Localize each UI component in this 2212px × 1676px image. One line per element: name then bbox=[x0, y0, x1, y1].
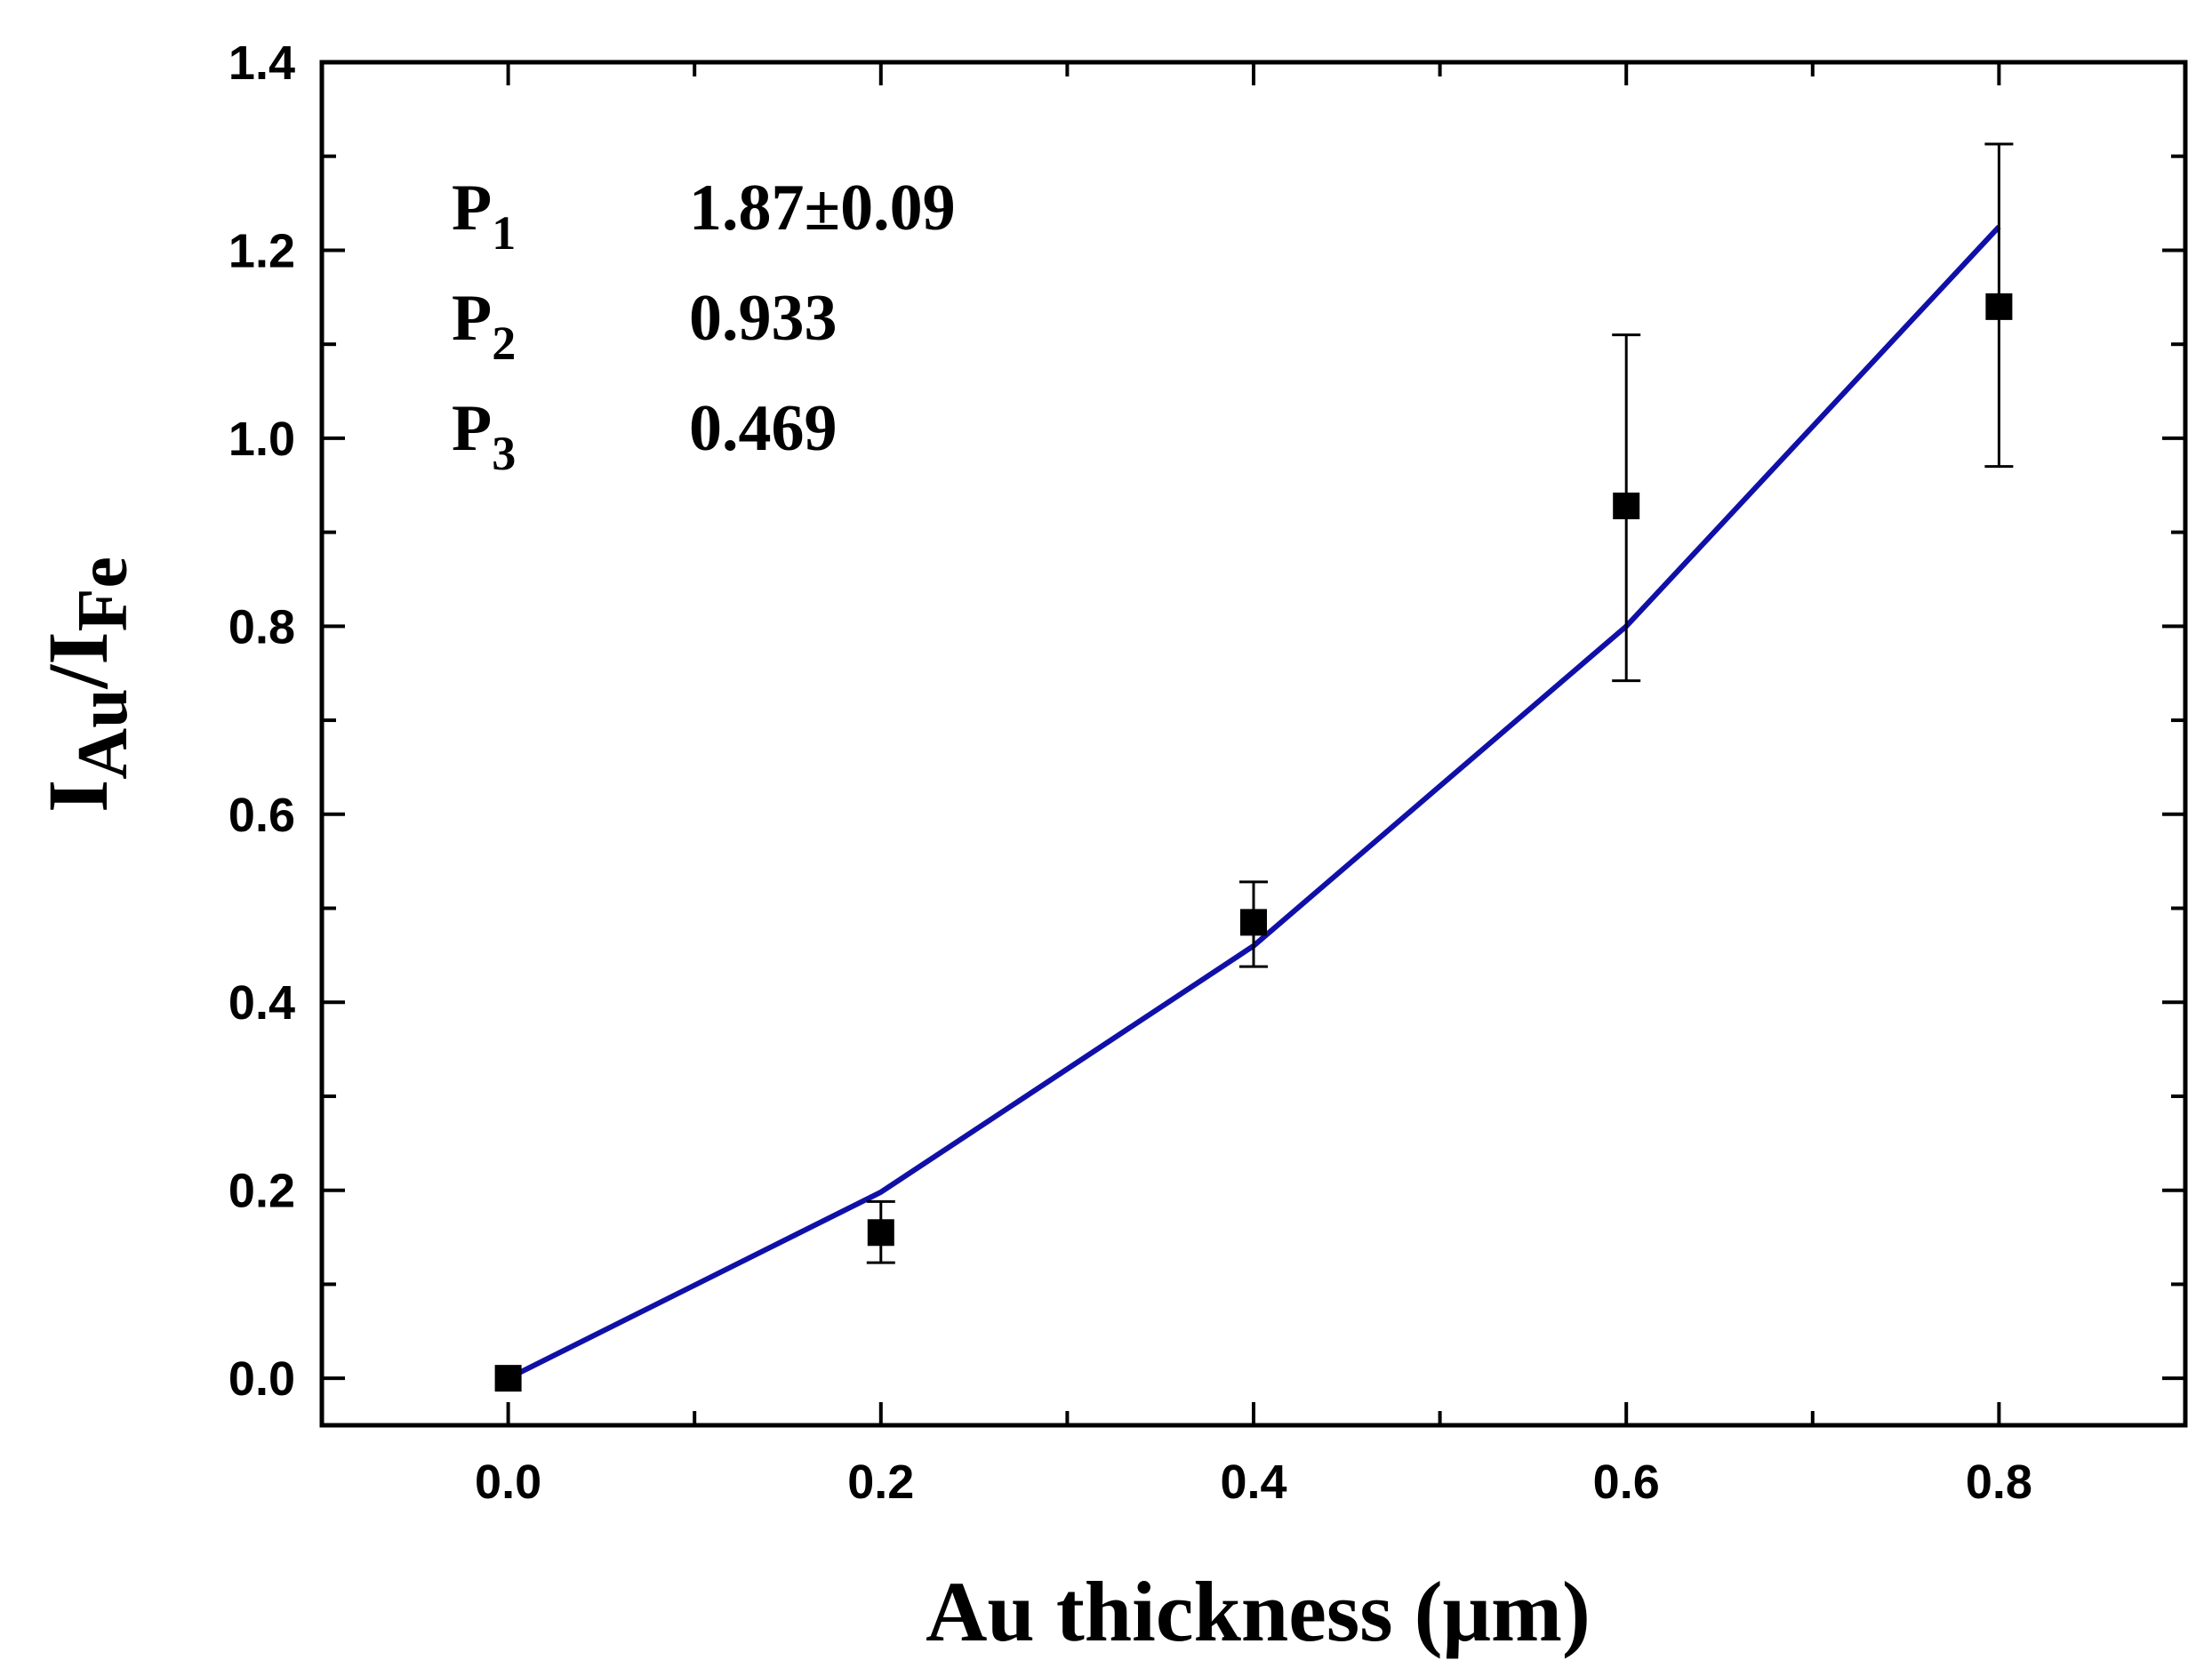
x-tick-label: 0.0 bbox=[475, 1455, 541, 1509]
x-tick-label: 0.4 bbox=[1220, 1455, 1286, 1509]
y-tick-label: 0.6 bbox=[228, 789, 295, 842]
y-axis-title-sep: /I bbox=[30, 631, 125, 689]
plot-border bbox=[319, 60, 2188, 1428]
param-label: P1 bbox=[452, 172, 516, 260]
y-tick-label: 0.4 bbox=[228, 976, 295, 1030]
data-point bbox=[867, 1219, 894, 1247]
param-value: 0.933 bbox=[689, 282, 838, 355]
y-tick-label: 0.2 bbox=[228, 1165, 295, 1218]
data-point bbox=[1985, 293, 2013, 320]
data-point bbox=[494, 1365, 522, 1392]
x-tick-label: 0.8 bbox=[1966, 1455, 2032, 1509]
param-label-main: P bbox=[452, 282, 492, 355]
param-label: P3 bbox=[452, 392, 516, 480]
tick-labels: 0.0 0.2 0.4 0.6 0.8 0.0 0.2 0.4 0.6 0.8 1.0 1.2 1.4 bbox=[228, 36, 2032, 1509]
param-label-sub: 1 bbox=[492, 206, 516, 260]
param-label-main: P bbox=[452, 172, 492, 245]
param-label-sub: 3 bbox=[492, 427, 516, 480]
x-tick-label: 0.6 bbox=[1593, 1455, 1660, 1509]
y-axis-title-sub2: Fe bbox=[64, 557, 142, 631]
data-layer bbox=[494, 142, 2014, 1392]
data-point bbox=[1240, 909, 1267, 936]
y-tick-label: 1.4 bbox=[228, 36, 295, 90]
data-point bbox=[1613, 493, 1640, 520]
param-label-main: P bbox=[452, 392, 492, 465]
ticks bbox=[320, 60, 2187, 1425]
y-tick-label: 0.8 bbox=[228, 600, 295, 654]
plot-frame bbox=[319, 60, 2188, 1428]
param-label-sub: 2 bbox=[492, 317, 516, 370]
y-axis-title-main: I bbox=[30, 780, 125, 813]
x-axis-title: Au thickness (μm) bbox=[926, 1564, 1591, 1659]
y-tick-label: 1.0 bbox=[228, 413, 295, 466]
param-value: 0.469 bbox=[689, 392, 838, 465]
y-tick-label: 0.0 bbox=[228, 1352, 295, 1406]
x-tick-label: 0.2 bbox=[847, 1455, 914, 1509]
y-tick-label: 1.2 bbox=[228, 224, 295, 277]
param-value: 1.87±0.09 bbox=[689, 172, 956, 245]
y-axis-title-sub1: Au bbox=[64, 688, 142, 779]
param-label: P2 bbox=[452, 282, 516, 370]
y-axis-title: IAu/IFe bbox=[30, 557, 142, 813]
